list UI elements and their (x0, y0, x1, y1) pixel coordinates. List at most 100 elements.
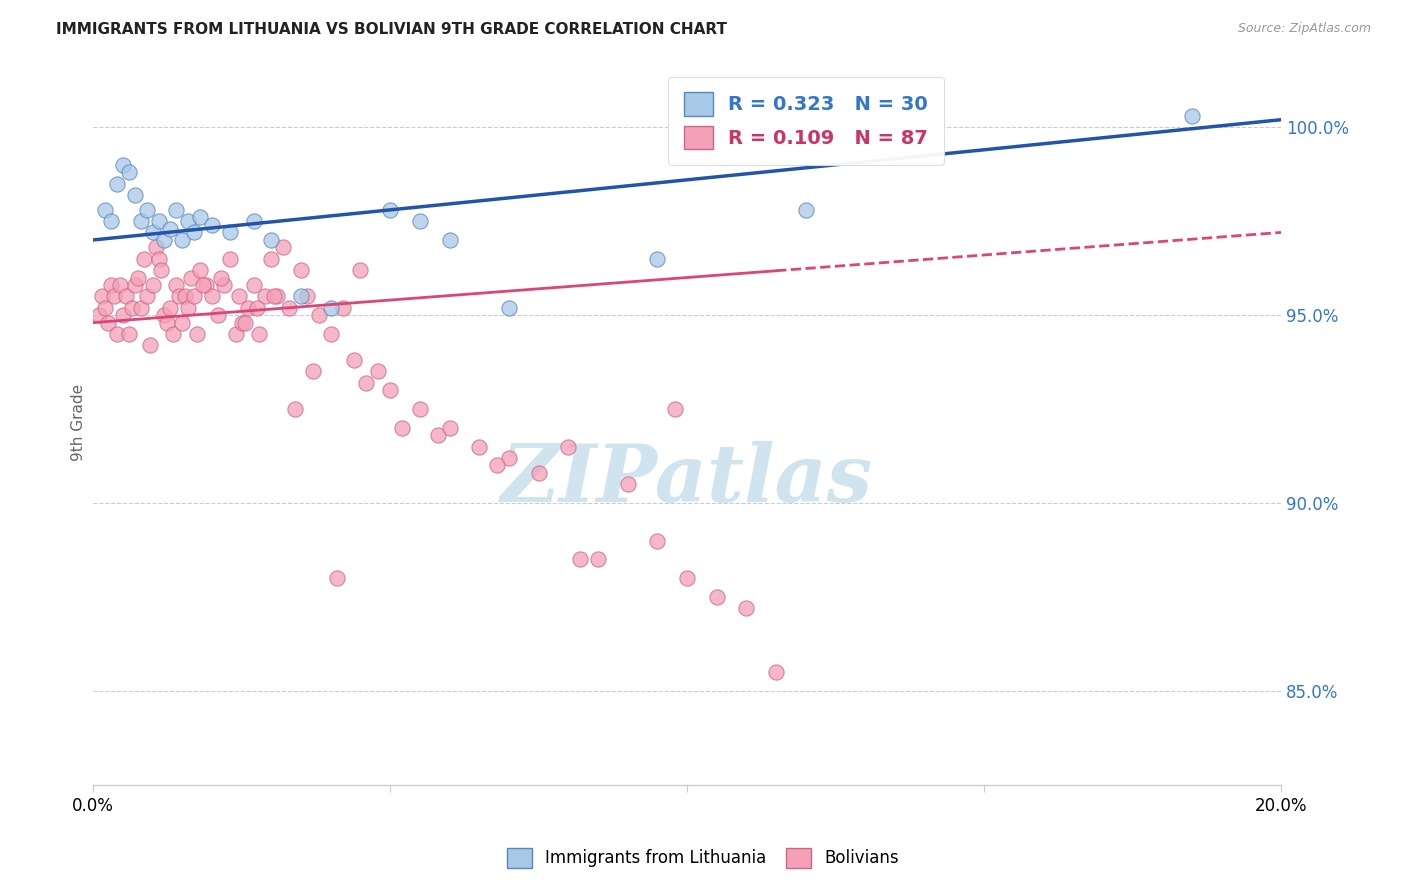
Point (249, 326, 271, 341)
Point (225, 326, 247, 341)
Point (486, 458, 509, 473)
Point (174, 289, 197, 303)
Point (676, 571, 699, 585)
Point (245, 301, 267, 315)
Point (569, 552, 592, 566)
Point (290, 263, 312, 277)
Text: ZIPatlas: ZIPatlas (501, 442, 873, 519)
Point (127, 270, 149, 285)
Point (284, 402, 307, 417)
Point (242, 214, 264, 228)
Point (183, 226, 205, 240)
Point (332, 301, 354, 315)
Point (260, 252, 283, 266)
Point (177, 301, 200, 315)
Point (118, 165, 141, 179)
Point (153, 233, 176, 247)
Point (647, 252, 669, 266)
Point (105, 326, 128, 341)
Point (135, 289, 157, 303)
Point (586, 552, 609, 566)
Point (325, 571, 347, 585)
Point (172, 316, 194, 330)
Point (100, 214, 122, 228)
Point (103, 289, 125, 303)
Point (367, 364, 389, 378)
Point (148, 214, 170, 228)
Point (115, 289, 138, 303)
Point (236, 301, 259, 315)
Point (124, 278, 146, 293)
Point (150, 263, 173, 277)
Point (142, 278, 165, 293)
Point (201, 218, 224, 232)
Point (378, 202, 401, 217)
Point (295, 289, 318, 303)
Point (409, 214, 432, 228)
Point (156, 316, 179, 330)
Point (207, 308, 229, 322)
Point (169, 289, 191, 303)
Point (557, 440, 579, 454)
Point (105, 177, 128, 191)
Point (735, 601, 758, 615)
Point (278, 301, 301, 315)
Point (97, 316, 120, 330)
Point (159, 221, 181, 235)
Point (266, 289, 288, 303)
Text: IMMIGRANTS FROM LITHUANIA VS BOLIVIAN 9TH GRADE CORRELATION CHART: IMMIGRANTS FROM LITHUANIA VS BOLIVIAN 9T… (56, 22, 727, 37)
Point (132, 252, 155, 266)
Point (409, 402, 432, 417)
Point (94, 202, 117, 217)
Point (218, 226, 240, 240)
Point (142, 226, 165, 240)
Point (191, 278, 214, 293)
Point (129, 214, 152, 228)
Point (89, 308, 111, 322)
Point (138, 338, 160, 352)
Point (180, 270, 202, 285)
Point (165, 202, 187, 217)
Point (183, 289, 205, 303)
Legend: Immigrants from Lithuania, Bolivians: Immigrants from Lithuania, Bolivians (501, 841, 905, 875)
Point (254, 289, 277, 303)
Point (91, 289, 114, 303)
Point (794, 202, 817, 217)
Point (343, 353, 366, 368)
Legend: R = 0.323   N = 30, R = 0.109   N = 87: R = 0.323 N = 30, R = 0.109 N = 87 (668, 77, 943, 165)
Point (124, 187, 146, 202)
Point (233, 316, 256, 330)
Point (177, 214, 200, 228)
Point (201, 289, 224, 303)
Point (228, 289, 250, 303)
Point (290, 289, 312, 303)
Point (664, 402, 686, 417)
Point (121, 301, 143, 315)
Point (271, 240, 294, 254)
Point (145, 240, 167, 254)
Point (148, 252, 170, 266)
Point (209, 270, 232, 285)
Point (319, 326, 342, 341)
Point (1181, 109, 1204, 123)
Point (242, 278, 264, 293)
Point (188, 263, 211, 277)
Point (527, 466, 550, 480)
Text: Source: ZipAtlas.com: Source: ZipAtlas.com (1237, 22, 1371, 36)
Point (260, 233, 283, 247)
Point (308, 308, 330, 322)
Point (159, 301, 181, 315)
Point (426, 428, 449, 442)
Point (349, 263, 371, 277)
Point (135, 202, 157, 217)
Point (188, 211, 211, 225)
Point (468, 440, 491, 454)
Point (498, 301, 520, 315)
Point (218, 252, 240, 266)
Point (356, 376, 378, 390)
Y-axis label: 9th Grade: 9th Grade (72, 384, 86, 461)
Point (439, 421, 461, 435)
Point (706, 590, 728, 604)
Point (378, 383, 401, 397)
Point (765, 665, 787, 679)
